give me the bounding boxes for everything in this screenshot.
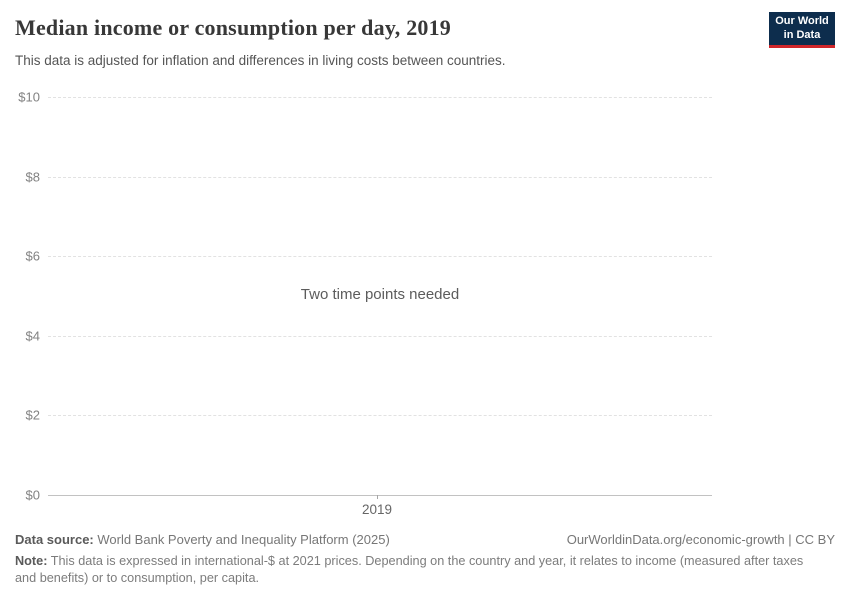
- owid-logo-line1: Our World: [775, 15, 829, 27]
- data-source-value: World Bank Poverty and Inequality Platfo…: [93, 532, 390, 547]
- gridline: [48, 415, 712, 417]
- y-axis-tick-label: $2: [25, 407, 40, 423]
- footer-sources-row: Data source: World Bank Poverty and Ineq…: [15, 532, 835, 547]
- data-source-text: Data source: World Bank Poverty and Ineq…: [15, 532, 390, 547]
- chart-subtitle: This data is adjusted for inflation and …: [15, 53, 506, 68]
- y-axis-tick-label: $8: [25, 169, 40, 185]
- chart-title: Median income or consumption per day, 20…: [15, 15, 452, 40]
- footer-note: Note: This data is expressed in internat…: [15, 553, 817, 586]
- y-axis-tick-label: $10: [18, 89, 40, 105]
- x-axis-tick-label: 2019: [361, 502, 393, 517]
- gridline: [48, 256, 712, 258]
- empty-state-message: Two time points needed: [300, 286, 460, 303]
- x-axis-line: [48, 495, 712, 496]
- gridline: [48, 335, 712, 337]
- owid-logo[interactable]: Our World in Data: [769, 12, 835, 48]
- owid-link[interactable]: OurWorldinData.org/economic-growth | CC …: [566, 532, 835, 547]
- x-axis-tick-mark: [377, 495, 378, 499]
- gridline: [48, 176, 712, 178]
- y-axis-tick-label: $4: [25, 328, 40, 344]
- note-label: Note:: [15, 554, 48, 568]
- gridline: [48, 97, 712, 98]
- y-axis-tick-label: $6: [25, 248, 40, 264]
- y-axis-tick-label: $0: [25, 487, 40, 503]
- data-source-label: Data source:: [15, 532, 94, 547]
- owid-logo-line2: in Data: [783, 28, 821, 41]
- note-value: This data is expressed in international-…: [15, 554, 804, 585]
